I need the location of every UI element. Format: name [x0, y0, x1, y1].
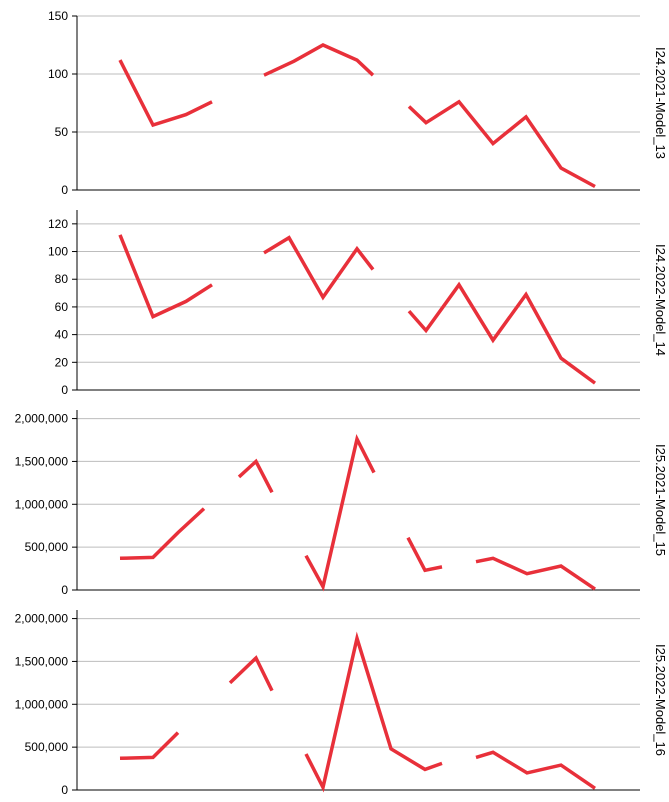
- series-line-segment: [263, 43, 375, 77]
- y-tick-label: 2,000,000: [15, 612, 69, 626]
- panel-label: I25.2021-Model_15: [653, 444, 668, 556]
- series-line-segment: [304, 631, 443, 793]
- y-tick-label: 0: [61, 383, 68, 397]
- y-tick-label: 1,000,000: [15, 497, 69, 511]
- series-line-segment: [263, 235, 375, 301]
- y-tick-label: 20: [55, 355, 69, 369]
- y-tick-label: 500,000: [25, 540, 69, 554]
- y-tick-label: 0: [61, 583, 68, 597]
- y-tick-label: 40: [55, 328, 69, 342]
- y-tick-label: 60: [55, 300, 69, 314]
- panel-label: I24.2021-Model_13: [653, 47, 668, 159]
- y-tick-label: 0: [61, 183, 68, 197]
- y-tick-label: 120: [48, 217, 68, 231]
- y-tick-label: 500,000: [25, 740, 69, 754]
- chart-panel: 0 50 100 150 I24.2021-Model_13: [48, 9, 668, 197]
- series-line-segment: [475, 750, 596, 790]
- y-tick-label: 50: [55, 125, 69, 139]
- series-line-segment: [407, 281, 597, 385]
- y-tick-label: 1,500,000: [15, 654, 69, 668]
- series-line-segment: [406, 536, 443, 573]
- series-line-segment: [119, 731, 180, 761]
- y-tick-label: 150: [48, 9, 68, 23]
- y-tick-label: 2,000,000: [15, 412, 69, 426]
- chart-panel: 0 500,000 1,000,000 1,500,000 2,000,000 I25.2…: [15, 410, 668, 597]
- y-tick-label: 0: [61, 783, 68, 797]
- series-line-segment: [237, 458, 274, 494]
- y-tick-label: 100: [48, 245, 68, 259]
- series-line-segment: [228, 655, 274, 692]
- y-tick-label: 100: [48, 67, 68, 81]
- y-tick-label: 1,000,000: [15, 697, 69, 711]
- chart-panel: 0 500,000 1,000,000 1,500,000 2,000,000 I25.2…: [15, 610, 668, 797]
- series-line-segment: [304, 434, 376, 592]
- series-line-segment: [407, 99, 596, 189]
- series-line-segment: [118, 234, 213, 319]
- series-line-segment: [475, 556, 596, 591]
- chart-panel: 0 20 40 60 80 100 120 I24.2022-Model_14: [48, 210, 668, 397]
- panel-label: I25.2022-Model_16: [653, 644, 668, 756]
- y-tick-label: 80: [55, 272, 69, 286]
- y-tick-label: 1,500,000: [15, 454, 69, 468]
- series-line-segment: [118, 59, 213, 128]
- panel-label: I24.2022-Model_14: [653, 244, 668, 356]
- series-line-segment: [119, 507, 206, 561]
